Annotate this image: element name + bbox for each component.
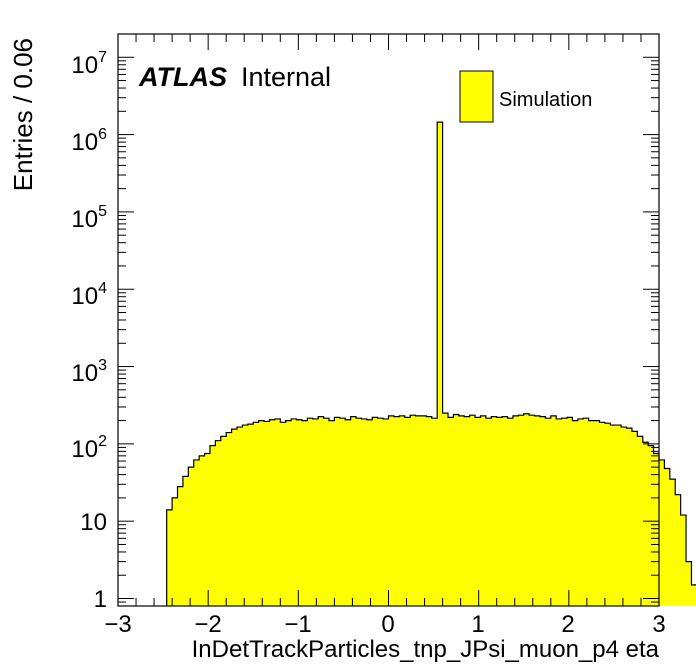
- x-tick-label: 2: [561, 611, 574, 638]
- x-tick-label: 1: [471, 611, 484, 638]
- legend: Simulation: [459, 70, 592, 123]
- x-axis-tick-labels: −3 −2 −1 0 1 2 3: [104, 611, 665, 638]
- y-tick-label: 104: [71, 280, 107, 310]
- histogram-outline: [166, 121, 696, 606]
- atlas-label: ATLAS Internal: [138, 62, 331, 92]
- y-axis-tick-labels: 107 106 105 104 103 102 10 1: [71, 49, 107, 613]
- y-tick-label: 106: [71, 126, 107, 156]
- y-tick-label: 105: [71, 203, 107, 233]
- x-tick-label: −2: [194, 611, 221, 638]
- y-tick-label: 10: [80, 509, 107, 536]
- y-tick-label: 1: [94, 586, 107, 613]
- histogram-fill: [166, 122, 696, 606]
- legend-swatch-simulation: [459, 70, 494, 123]
- x-tick-label: 3: [652, 611, 665, 638]
- x-tick-label: −1: [284, 611, 311, 638]
- histogram-bars: [166, 121, 696, 606]
- y-tick-label: 107: [71, 49, 107, 79]
- y-axis-ticks: [118, 33, 659, 607]
- x-axis-label: InDetTrackParticles_tnp_JPsi_muon_p4 eta: [192, 636, 660, 663]
- x-axis-ticks: [117, 34, 660, 606]
- y-tick-label: 103: [71, 357, 107, 387]
- x-tick-label: 0: [381, 611, 394, 638]
- y-tick-label: 102: [71, 433, 107, 463]
- x-tick-label: −3: [104, 611, 131, 638]
- y-axis-label: Entries / 0.06: [8, 38, 38, 191]
- legend-label-simulation: Simulation: [499, 89, 592, 111]
